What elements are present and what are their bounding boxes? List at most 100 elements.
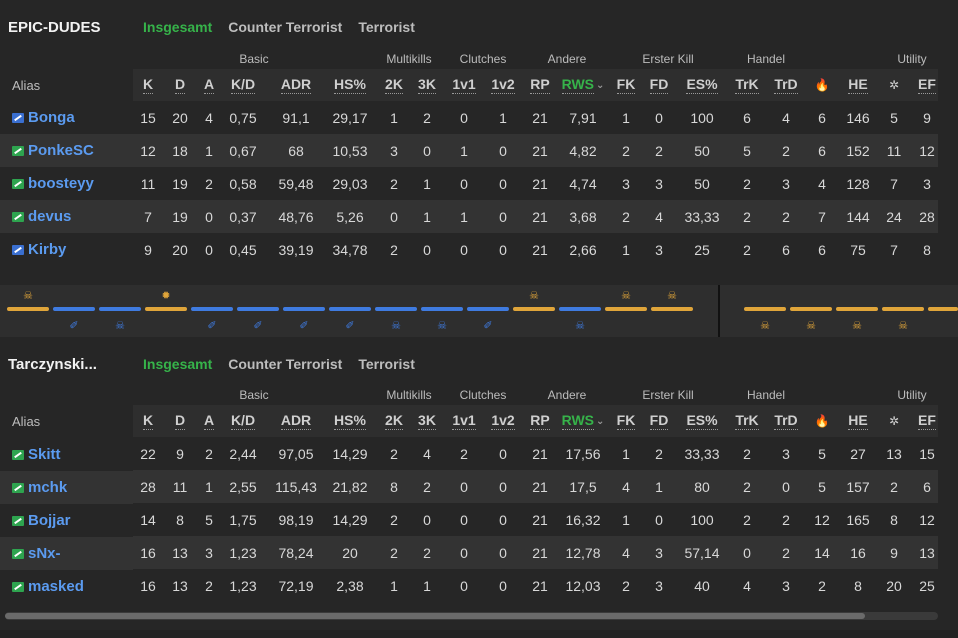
column-header-ef[interactable]: EF bbox=[914, 69, 940, 101]
round-result-bar[interactable] bbox=[283, 307, 325, 311]
round-result-bar[interactable] bbox=[99, 307, 141, 311]
column-header-d[interactable]: D bbox=[166, 405, 194, 437]
round-result-bar[interactable] bbox=[329, 307, 371, 311]
column-header-he[interactable]: HE bbox=[840, 69, 876, 101]
column-header-trk[interactable]: TrK bbox=[730, 69, 764, 101]
column-header-trd[interactable]: TrD bbox=[769, 405, 803, 437]
round-result-bar[interactable] bbox=[467, 307, 509, 311]
player-link[interactable]: boosteyy bbox=[12, 167, 94, 200]
tab-overall[interactable]: Insgesamt bbox=[143, 19, 213, 35]
stat-cell-2k: 2 bbox=[390, 175, 398, 192]
round-result-bar[interactable] bbox=[651, 307, 693, 311]
round-result-bar[interactable] bbox=[744, 307, 786, 311]
column-header-rp[interactable]: RP bbox=[525, 405, 555, 437]
column-header-fk[interactable]: FK bbox=[612, 69, 640, 101]
round-result-bar[interactable] bbox=[559, 307, 601, 311]
round-result-bar[interactable] bbox=[375, 307, 417, 311]
player-link[interactable]: devus bbox=[12, 200, 71, 233]
column-header-a[interactable]: A bbox=[197, 69, 221, 101]
column-header-rws[interactable]: RWS ⌄ bbox=[561, 69, 605, 101]
stat-cell-he: 146 bbox=[846, 109, 870, 126]
stat-cell-kd: 0,67 bbox=[229, 142, 257, 159]
column-header-label: A bbox=[203, 76, 215, 94]
stat-cell-es: 40 bbox=[694, 577, 710, 594]
tab-overall[interactable]: Insgesamt bbox=[143, 356, 213, 372]
column-header-label: 2K bbox=[385, 76, 403, 94]
player-link[interactable]: mchk bbox=[12, 471, 67, 504]
round-result-bar[interactable] bbox=[237, 307, 279, 311]
player-link[interactable]: Bonga bbox=[12, 101, 75, 134]
stat-cell-ef: 8 bbox=[923, 241, 931, 258]
column-header-k[interactable]: K bbox=[134, 69, 162, 101]
column-header-hs[interactable]: HS% bbox=[327, 405, 373, 437]
column-header-he[interactable]: HE bbox=[840, 405, 876, 437]
column-header-adr[interactable]: ADR bbox=[270, 69, 322, 101]
player-link[interactable]: Bojjar bbox=[12, 504, 71, 537]
column-header-1v1[interactable]: 1v1 bbox=[447, 69, 481, 101]
column-header-adr[interactable]: ADR bbox=[270, 405, 322, 437]
column-header-fk[interactable]: FK bbox=[612, 405, 640, 437]
player-link[interactable]: masked bbox=[12, 570, 84, 603]
column-header-3k[interactable]: 3K bbox=[412, 405, 442, 437]
column-header-es[interactable]: ES% bbox=[679, 405, 725, 437]
column-header-label: HE bbox=[848, 76, 868, 94]
column-header-es[interactable]: ES% bbox=[679, 69, 725, 101]
column-header-label: TrD bbox=[774, 412, 798, 430]
molotov-icon[interactable]: 🔥 bbox=[814, 414, 830, 428]
stat-cell-fk: 1 bbox=[622, 511, 630, 528]
tab-counter-terrorist[interactable]: Counter Terrorist bbox=[228, 19, 343, 35]
tab-terrorist[interactable]: Terrorist bbox=[358, 19, 415, 35]
column-header-hs[interactable]: HS% bbox=[327, 69, 373, 101]
round-result-bar[interactable] bbox=[145, 307, 187, 311]
column-header-label: 2K bbox=[385, 412, 403, 430]
flash-icon[interactable]: ✲ bbox=[888, 414, 900, 428]
round-result-bar[interactable] bbox=[7, 307, 49, 311]
round-result-bar[interactable] bbox=[882, 307, 924, 311]
stat-cell-fd: 0 bbox=[655, 109, 663, 126]
round-result-bar[interactable] bbox=[790, 307, 832, 311]
player-link[interactable]: Kirby bbox=[12, 233, 66, 266]
player-link[interactable]: sNx- bbox=[12, 537, 61, 570]
column-header-rws[interactable]: RWS ⌄ bbox=[561, 405, 605, 437]
round-result-bar[interactable] bbox=[421, 307, 463, 311]
tab-counter-terrorist[interactable]: Counter Terrorist bbox=[228, 356, 343, 372]
stat-cell-1v2: 0 bbox=[499, 577, 507, 594]
round-result-bar[interactable] bbox=[53, 307, 95, 311]
column-header-kd[interactable]: K/D bbox=[223, 405, 263, 437]
column-header-kd[interactable]: K/D bbox=[223, 69, 263, 101]
group-label-multikills: Multikills bbox=[386, 52, 432, 66]
column-header-d[interactable]: D bbox=[166, 69, 194, 101]
round-result-bar[interactable] bbox=[836, 307, 878, 311]
column-header-1v1[interactable]: 1v1 bbox=[447, 405, 481, 437]
stat-cell-rp: 21 bbox=[532, 511, 548, 528]
stat-cell-molotovicon: 4 bbox=[818, 175, 826, 192]
player-link[interactable]: Skitt bbox=[12, 438, 61, 471]
column-header-trk[interactable]: TrK bbox=[730, 405, 764, 437]
stat-cell-d: 9 bbox=[176, 445, 184, 462]
column-header-3k[interactable]: 3K bbox=[412, 69, 442, 101]
stat-cell-a: 1 bbox=[205, 142, 213, 159]
column-header-2k[interactable]: 2K bbox=[379, 405, 409, 437]
tab-terrorist[interactable]: Terrorist bbox=[358, 356, 415, 372]
player-link[interactable]: PonkeSC bbox=[12, 134, 94, 167]
column-header-1v2[interactable]: 1v2 bbox=[486, 69, 520, 101]
column-header-rp[interactable]: RP bbox=[525, 69, 555, 101]
column-header-fd[interactable]: FD bbox=[645, 69, 673, 101]
round-result-bar[interactable] bbox=[513, 307, 555, 311]
column-header-2k[interactable]: 2K bbox=[379, 69, 409, 101]
defuse-icon: ✐ bbox=[69, 320, 79, 332]
round-result-bar[interactable] bbox=[191, 307, 233, 311]
column-header-trd[interactable]: TrD bbox=[769, 69, 803, 101]
column-header-fd[interactable]: FD bbox=[645, 405, 673, 437]
column-header-k[interactable]: K bbox=[134, 405, 162, 437]
stat-cell-3k: 0 bbox=[423, 511, 431, 528]
table-row: 16 13 3 1,23 78,24 20 2 2 0 0 21 12,78 4 3 57,14 0 2 14 16… bbox=[133, 536, 938, 569]
horizontal-scrollbar-thumb[interactable] bbox=[5, 613, 865, 619]
column-header-a[interactable]: A bbox=[197, 405, 221, 437]
round-result-bar[interactable] bbox=[928, 307, 958, 311]
column-header-1v2[interactable]: 1v2 bbox=[486, 405, 520, 437]
round-result-bar[interactable] bbox=[605, 307, 647, 311]
molotov-icon[interactable]: 🔥 bbox=[814, 78, 830, 92]
flash-icon[interactable]: ✲ bbox=[888, 78, 900, 92]
column-header-ef[interactable]: EF bbox=[914, 405, 940, 437]
